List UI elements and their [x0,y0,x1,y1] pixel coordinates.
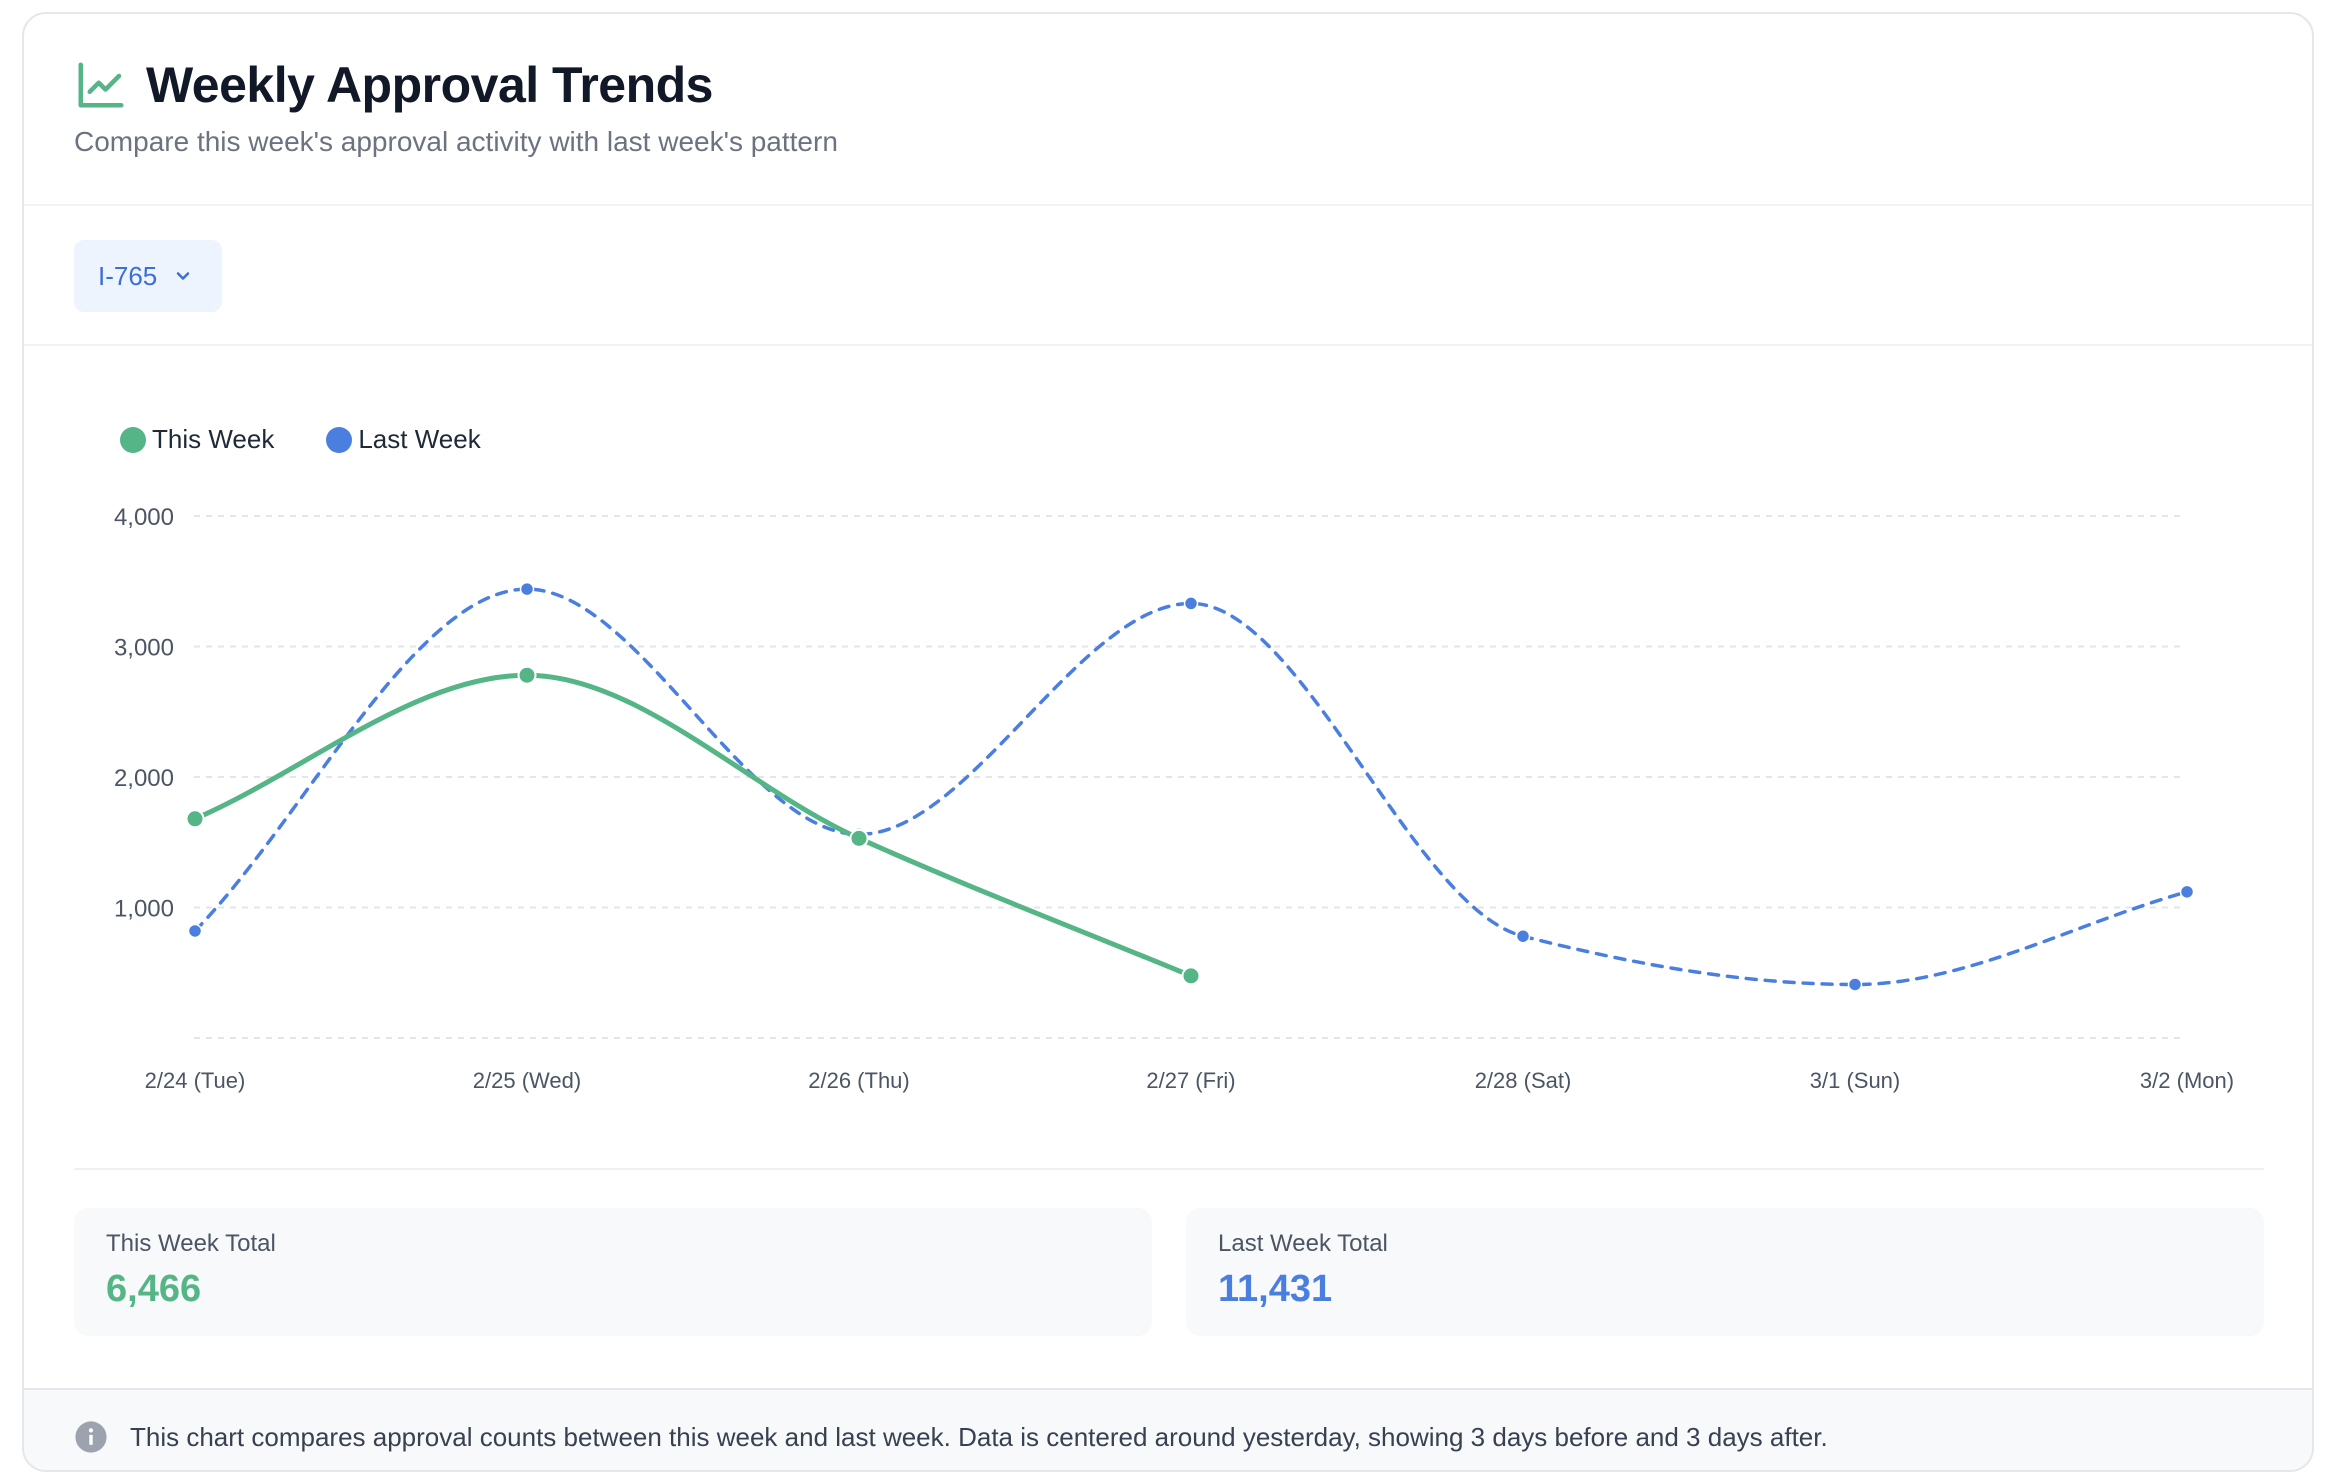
x-tick-label-4: 2/28 (Sat) [1475,1068,1572,1093]
last-week-total-box: Last Week Total 11,431 [1186,1208,2264,1336]
y-tick-label-1000: 1,000 [114,896,174,923]
y-tick-label-2000: 2,000 [114,765,174,792]
data-point-last-week-1 [519,581,535,597]
this-week-total-label: This Week Total [106,1230,276,1257]
legend-label-last-week: Last Week [358,424,481,454]
page-subtitle: Compare this week's approval activity wi… [74,126,838,157]
x-tick-label-5: 3/1 (Sun) [1810,1068,1901,1093]
y-tick-label-4000: 4,000 [114,504,174,531]
x-tick-label-1: 2/25 (Wed) [473,1068,581,1093]
page-title: Weekly Approval Trends [146,57,713,113]
chart-area: 1,000 2,000 3,000 4,000 2/24 (Tue) 2/25 (Wed)… [24,346,2312,1176]
approval-line-chart: 1,000 2,000 3,000 4,000 2/24 (Tue) 2/25 (Wed)… [114,504,2234,1093]
data-point-this-week-3 [1181,966,1201,986]
series-line-last-week [193,587,2189,987]
data-point-last-week-4 [1515,928,1531,944]
info-icon [75,1421,107,1453]
legend-dot-last-week [326,426,353,453]
footer-row: This chart compares approval counts betw… [74,1420,1828,1454]
last-week-total-label: Last Week Total [1218,1230,1388,1257]
x-tick-label-6: 3/2 (Mon) [2140,1068,2234,1093]
line-chart-icon [78,62,124,108]
x-tick-label-2: 2/26 (Thu) [808,1068,910,1093]
data-point-last-week-5 [1847,977,1863,992]
legend-item-this-week[interactable]: This Week [120,424,274,455]
weekly-approval-card: Weekly Approval Trends Compare this week… [22,12,2314,1472]
this-week-total-value: 6,466 [106,1268,202,1310]
dropdown-selected-value: I-765 [98,260,158,291]
data-point-this-week-2 [849,828,869,848]
data-point-last-week-0 [187,923,203,939]
card-header: Weekly Approval Trends Compare this week… [24,14,2312,206]
title-row: Weekly Approval Trends [74,56,713,114]
chart-footer-note: This chart compares approval counts betw… [24,1388,2312,1470]
x-tick-label-3: 2/27 (Fri) [1146,1068,1235,1093]
y-tick-label-3000: 3,000 [114,635,174,662]
footer-text: This chart compares approval counts betw… [130,1421,1828,1452]
legend-label-this-week: This Week [152,424,275,454]
chevron-down-icon [177,272,190,280]
legend-dot-this-week [120,426,146,453]
data-point-this-week-1 [517,665,537,685]
section-divider [74,1168,2264,1170]
data-point-last-week-3 [1183,596,1199,611]
series-line-this-week [192,672,1194,979]
totals-row: This Week Total 6,466 Last Week Total 11… [74,1208,2264,1336]
data-point-last-week-6 [2179,884,2195,900]
x-tick-label-0: 2/24 (Tue) [145,1068,246,1093]
this-week-total-box: This Week Total 6,466 [74,1208,1152,1336]
data-point-this-week-0 [185,809,205,829]
chart-legend: This Week Last Week [120,424,533,455]
form-type-dropdown[interactable]: I-765 [74,240,222,312]
legend-item-last-week[interactable]: Last Week [326,424,481,455]
last-week-total-value: 11,431 [1218,1268,1333,1310]
filter-bar: I-765 [24,206,2312,346]
